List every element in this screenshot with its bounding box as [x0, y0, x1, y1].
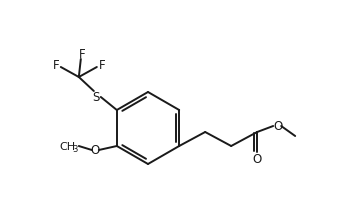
Text: 3: 3: [72, 145, 78, 153]
Text: O: O: [90, 143, 100, 157]
Text: F: F: [78, 48, 85, 61]
Text: F: F: [53, 58, 59, 72]
Text: O: O: [252, 153, 262, 165]
Text: F: F: [98, 58, 105, 72]
Text: O: O: [274, 119, 283, 133]
Text: S: S: [92, 90, 100, 104]
Text: CH: CH: [60, 142, 76, 152]
